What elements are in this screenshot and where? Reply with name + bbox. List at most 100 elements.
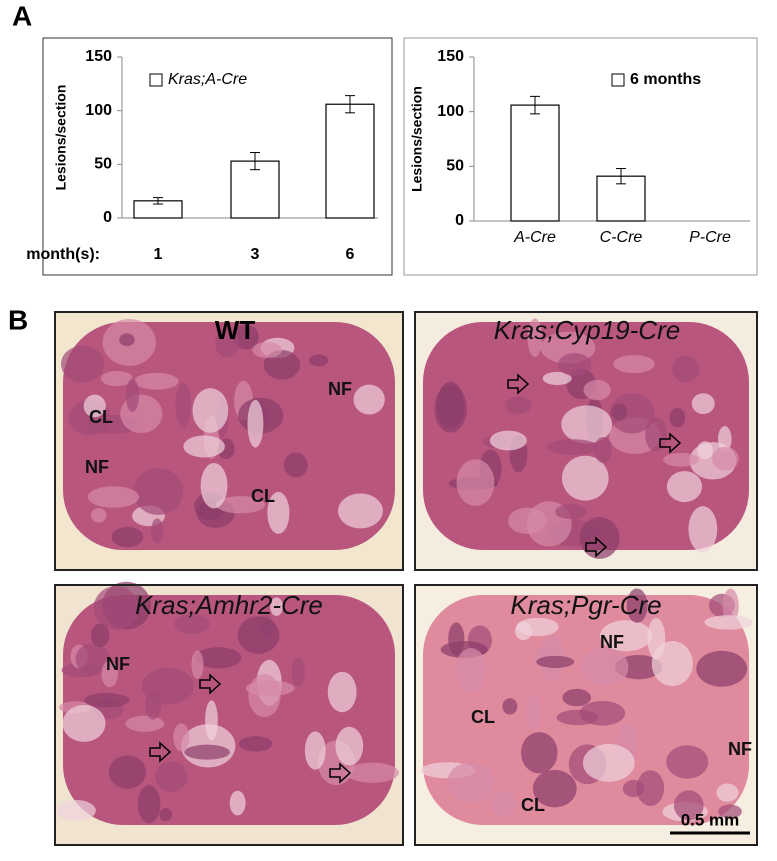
image-label: CL <box>251 486 275 506</box>
tissue-structure <box>600 620 653 652</box>
tissue-structure <box>704 615 753 630</box>
tissue-structure <box>353 384 385 415</box>
tissue-structure <box>669 407 686 428</box>
tissue-structure <box>174 613 210 635</box>
tissue-structure <box>636 770 665 806</box>
tissue-structure <box>327 671 357 713</box>
arrow <box>329 762 352 784</box>
tissue-structure <box>579 700 626 726</box>
image-title: WT <box>215 315 256 345</box>
image-label: NF <box>106 654 130 674</box>
tissue-structure <box>252 341 283 358</box>
error-bar <box>616 168 626 185</box>
tissue-structure <box>304 731 326 770</box>
tissue-structure <box>215 328 240 358</box>
tissue-structure <box>609 393 655 434</box>
tissue-structure <box>184 744 230 760</box>
tissue-structure <box>561 455 609 501</box>
tissue-structure <box>229 790 246 816</box>
x-tick-label: 1 <box>154 246 163 263</box>
tissue-structure <box>200 462 228 509</box>
tissue-structure <box>613 355 655 374</box>
tissue-structure <box>663 452 699 467</box>
tissue-structure <box>718 804 742 819</box>
tissue-structure <box>133 372 179 390</box>
scale-bar-label: 0.5 mm <box>681 810 740 829</box>
bar <box>325 103 375 219</box>
x-tick-label: 3 <box>251 246 260 263</box>
micrograph-frame <box>54 311 404 571</box>
tissue-structure <box>155 761 188 792</box>
tissue-structure <box>238 736 273 752</box>
tissue-structure <box>583 379 611 401</box>
tissue-structure <box>335 726 364 766</box>
tissue-structure <box>145 689 162 720</box>
legend-swatch <box>149 73 163 87</box>
tissue-structure <box>672 355 700 383</box>
image-label: CL <box>521 795 545 815</box>
tissue-structure <box>561 405 613 444</box>
panel-label: B <box>8 304 28 335</box>
chart-frame <box>403 37 758 276</box>
tissue-structure <box>691 393 715 415</box>
tissue-structure <box>505 396 532 415</box>
tissue-structure <box>90 508 107 523</box>
tissue-structure <box>526 695 542 730</box>
tissue-structure <box>696 650 748 687</box>
y-tick-label: 0 <box>455 212 464 229</box>
tissue-structure <box>125 715 165 732</box>
tissue-structure <box>582 743 635 782</box>
tissue-structure <box>119 333 135 347</box>
tissue-structure <box>62 704 106 742</box>
tissue-structure <box>338 493 383 529</box>
tissue-structure <box>150 518 164 544</box>
tissue-structure <box>666 745 709 779</box>
tissue-structure <box>580 647 629 687</box>
tissue-structure <box>647 617 666 660</box>
arrow <box>149 741 172 763</box>
error-bar <box>530 95 540 115</box>
tissue-structure <box>502 698 518 715</box>
tissue-structure <box>245 680 295 696</box>
legend-label: Kras;A-Cre <box>168 71 247 88</box>
tissue-structure <box>60 345 105 383</box>
tissue-structure <box>555 504 587 520</box>
tissue-structure <box>133 468 184 515</box>
image-title: Kras;Cyp19-Cre <box>494 315 680 345</box>
tissue-structure <box>111 526 144 548</box>
image-label: NF <box>600 632 624 652</box>
tissue-structure <box>626 588 648 623</box>
tissue-structure <box>195 647 242 669</box>
tissue-structure <box>270 597 283 616</box>
tissue-structure <box>205 700 218 741</box>
legend-swatch <box>611 73 625 87</box>
tissue-structure <box>542 371 572 386</box>
bar <box>510 104 560 222</box>
tissue-structure <box>532 769 577 808</box>
image-title: Kras;Amhr2-Cre <box>135 590 323 620</box>
tissue-structure <box>192 388 229 433</box>
y-axis-label: Lesions/section <box>53 85 69 191</box>
tissue-structure <box>159 808 173 822</box>
tissue-structure <box>536 655 575 668</box>
y-tick-label: 50 <box>94 156 112 173</box>
legend-label: 6 months <box>630 71 701 88</box>
tissue-structure <box>520 732 558 774</box>
tissue-structure <box>594 436 612 463</box>
x-tick-label: A-Cre <box>513 229 556 246</box>
image-label: CL <box>89 407 113 427</box>
panel-label: A <box>12 0 32 31</box>
image-label: CL <box>471 707 495 727</box>
tissue-structure <box>489 430 527 451</box>
tissue-structure <box>688 506 718 553</box>
tissue-structure <box>645 417 668 452</box>
micrograph-frame <box>414 311 758 571</box>
micrographs <box>54 311 758 846</box>
tissue-structure <box>291 657 305 688</box>
tissue-structure <box>673 790 704 821</box>
arrow <box>585 536 608 558</box>
y-tick-label: 0 <box>103 209 112 226</box>
x-tick-label: P-Cre <box>689 229 731 246</box>
